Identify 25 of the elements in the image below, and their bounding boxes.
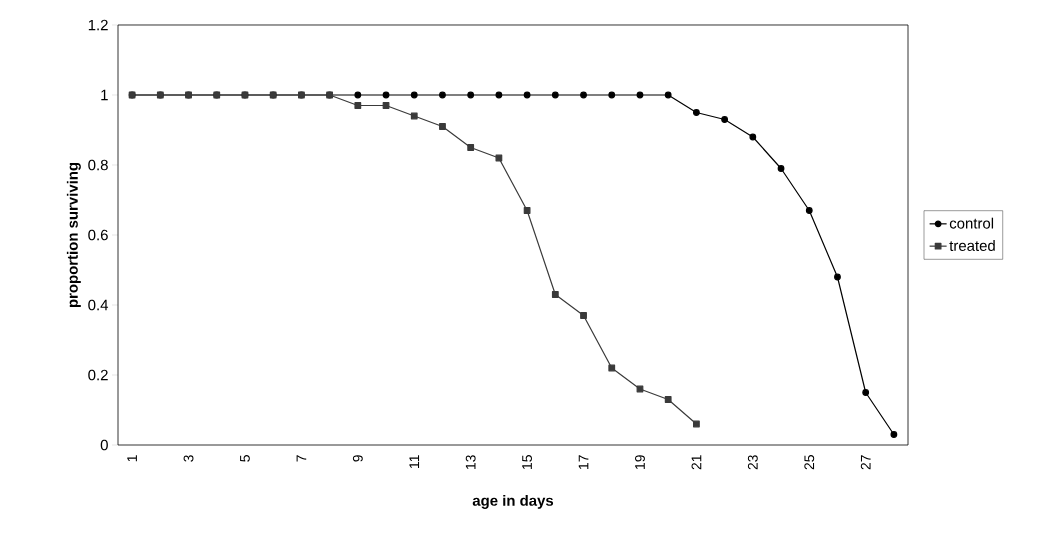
- y-tick-label: 0.4: [88, 299, 109, 311]
- x-tick-label: 13: [465, 455, 476, 469]
- x-tick-label: 27: [860, 455, 871, 470]
- legend-label: treated: [949, 239, 995, 251]
- y-tick-label: 1.2: [88, 19, 108, 31]
- x-tick-label: 25: [804, 455, 815, 470]
- x-tick-label: 19: [635, 455, 645, 469]
- x-tick-label: 23: [747, 455, 758, 470]
- y-tick-label: 0.2: [88, 369, 108, 381]
- x-tick-label: 7: [296, 455, 307, 462]
- y-axis-title: proportion surviving: [66, 162, 81, 308]
- x-tick-label: 15: [522, 455, 532, 469]
- y-tick-label: 0: [100, 439, 108, 451]
- x-tick-label: 17: [578, 455, 589, 469]
- x-tick-label: 1: [127, 455, 137, 462]
- y-tick-label: 1: [101, 89, 108, 101]
- x-tick-label: 21: [691, 455, 702, 470]
- x-tick-label: 5: [240, 455, 250, 462]
- y-tick-label: 0.6: [88, 229, 108, 241]
- x-tick-label: 11: [409, 455, 420, 468]
- legend-label: control: [949, 217, 994, 229]
- x-tick-label: 9: [352, 455, 363, 462]
- x-tick-label: 3: [183, 455, 194, 462]
- x-axis-title: age in days: [472, 494, 554, 509]
- y-tick-label: 0.8: [88, 159, 108, 171]
